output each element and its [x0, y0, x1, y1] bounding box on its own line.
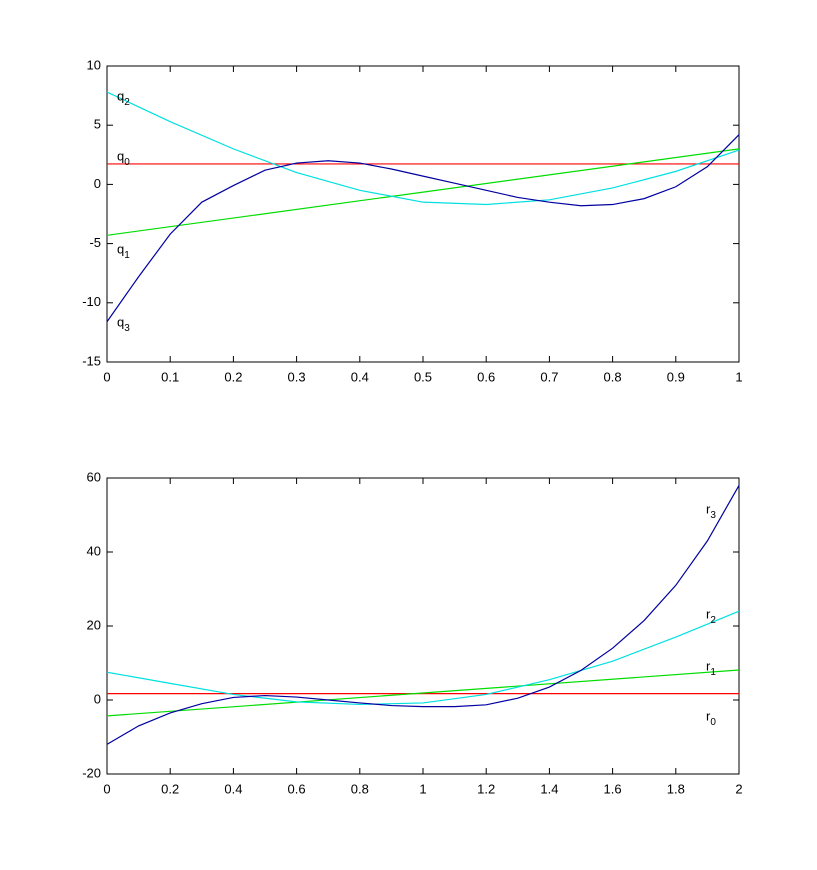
x-tick-label: 0 — [103, 369, 110, 384]
series-label: r1 — [706, 658, 716, 677]
x-tick-label: 2 — [735, 781, 742, 796]
y-tick-label: 0 — [94, 691, 101, 706]
x-tick-label: 1 — [735, 369, 742, 384]
x-tick-label: 0 — [103, 781, 110, 796]
x-tick-label: 0.8 — [604, 369, 622, 384]
series-line — [106, 134, 740, 323]
x-tick-label: 1.2 — [477, 781, 495, 796]
y-tick-label: -20 — [82, 765, 101, 780]
series-line — [106, 91, 740, 206]
axes-box — [106, 477, 740, 775]
series-label: r2 — [706, 606, 716, 625]
series-line — [106, 610, 740, 706]
x-tick-label: 0.6 — [477, 369, 495, 384]
y-tick-label: -5 — [89, 235, 101, 250]
x-tick-label: 1 — [419, 781, 426, 796]
x-tick-label: 0.9 — [667, 369, 685, 384]
x-tick-label: 0.7 — [540, 369, 558, 384]
x-tick-label: 0.8 — [351, 781, 369, 796]
x-tick-label: 0.4 — [351, 369, 369, 384]
x-tick-label: 1.4 — [540, 781, 558, 796]
x-tick-label: 0.2 — [224, 369, 242, 384]
series-line — [106, 485, 740, 745]
series-line — [106, 669, 740, 717]
x-tick-label: 0.1 — [161, 369, 179, 384]
series-label: r3 — [706, 501, 716, 520]
x-tick-label: 0.4 — [224, 781, 242, 796]
y-tick-label: -10 — [82, 294, 101, 309]
y-tick-label: 5 — [94, 117, 101, 132]
series-line — [106, 148, 740, 236]
x-tick-label: 1.8 — [667, 781, 685, 796]
y-tick-label: 10 — [87, 57, 101, 72]
x-tick-label: 1.6 — [604, 781, 622, 796]
y-tick-label: 60 — [87, 469, 101, 484]
axes-box — [106, 65, 740, 363]
series-label: r0 — [706, 708, 716, 727]
x-tick-label: 0.3 — [288, 369, 306, 384]
y-tick-label: -15 — [82, 353, 101, 368]
y-tick-label: 0 — [94, 176, 101, 191]
x-tick-label: 0.5 — [414, 369, 432, 384]
x-tick-label: 0.6 — [288, 781, 306, 796]
x-tick-label: 0.2 — [161, 781, 179, 796]
y-tick-label: 20 — [87, 617, 101, 632]
y-tick-label: 40 — [87, 543, 101, 558]
